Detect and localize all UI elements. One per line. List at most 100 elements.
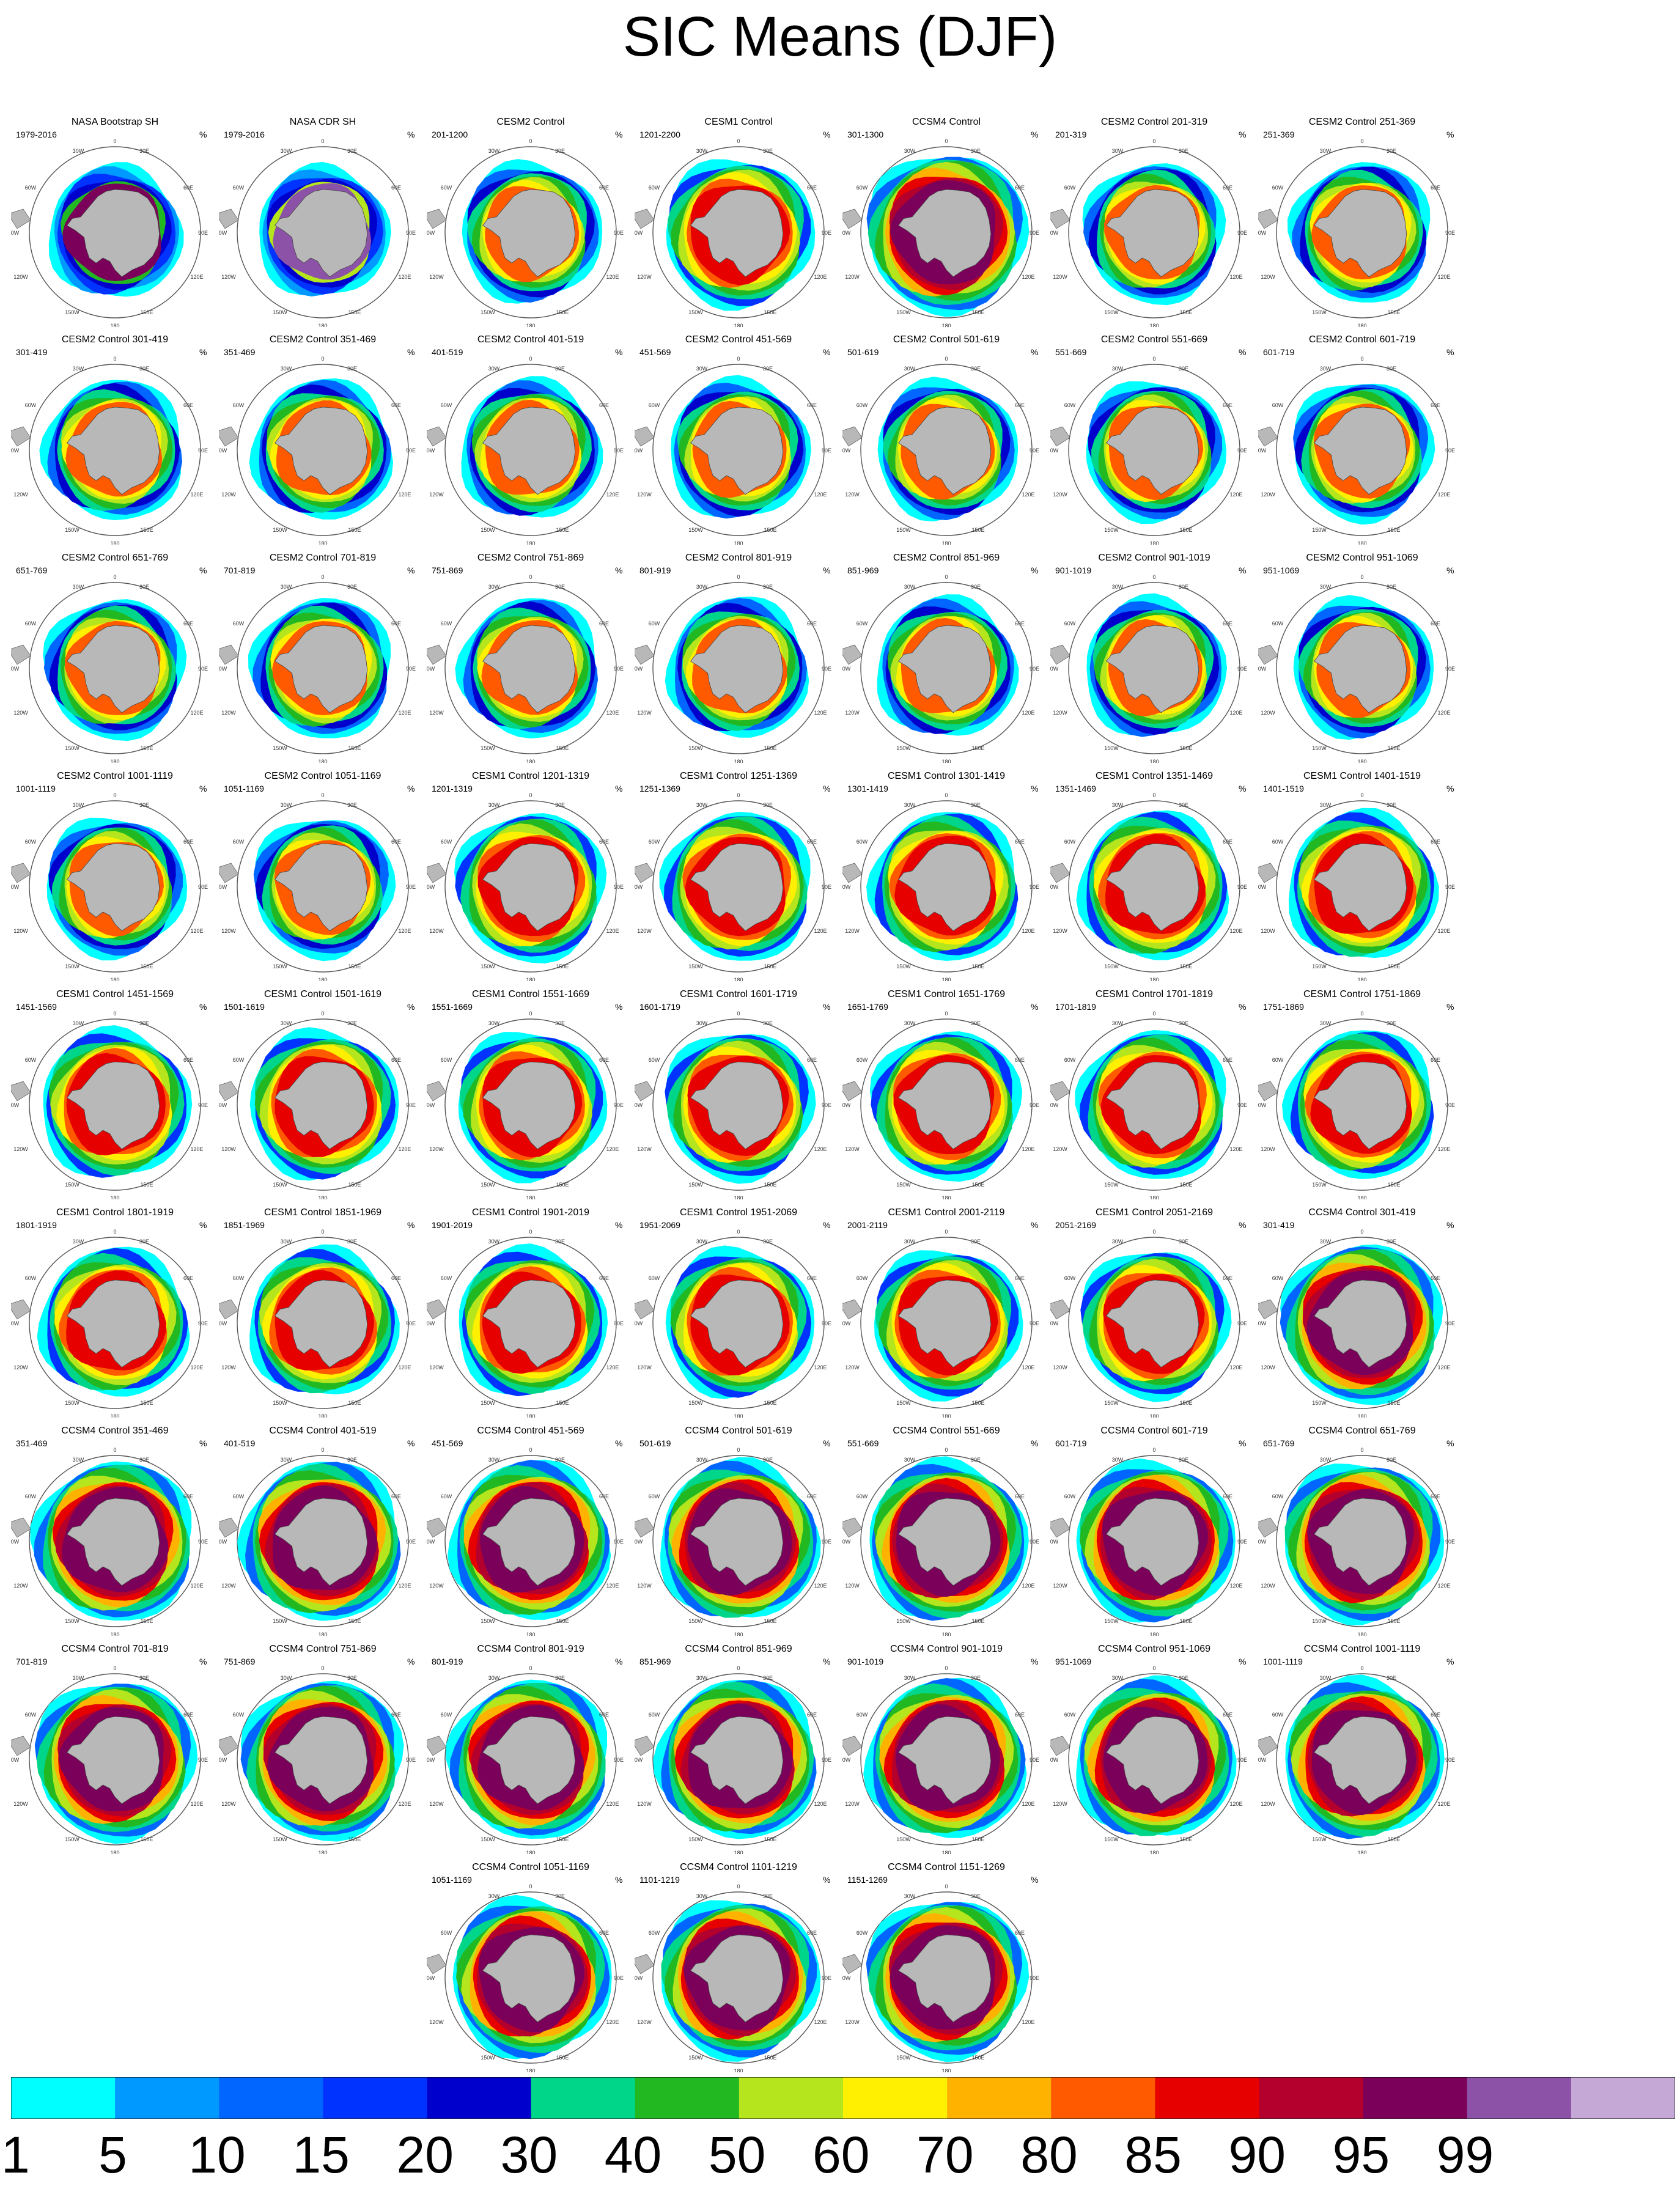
map-longitude-label: 90E [406,884,416,890]
polar-map: 0 180 90W 90E 30W 30E 60W 60E 120W 120E 150W 150E [1258,1229,1455,1418]
antarctica-landmass [898,1498,992,1586]
panel-title: CESM2 Control 301-419 [61,334,169,345]
polar-map: 0 180 90W 90E 30W 30E 60W 60E 120W 120E 150W 150E [635,574,831,763]
map-longitude-label: 60E [183,1493,193,1500]
map-longitude-label: 60W [1272,185,1284,191]
map-longitude-label: 60W [649,185,660,191]
colorbar-swatch [115,2077,219,2119]
map-longitude-label: 30E [763,1020,773,1026]
south-america-landmass [11,1735,31,1756]
map-longitude-label: 0 [113,356,116,362]
panel-year-range: 2001-2119 [847,1220,888,1230]
panel-year-range: 1301-1419 [847,784,888,793]
map-longitude-label: 30W [281,1020,292,1026]
map-longitude-label: 60E [1223,185,1232,191]
map-longitude-label: 150E [1179,1836,1192,1842]
map-longitude-label: 90W [427,1320,435,1327]
map-longitude-label: 60W [233,839,245,845]
map-panel: 0 180 90W 90E 30W 30E 60W 60E 120W 120E 150W 150E CE… [219,552,427,763]
map-longitude-label: 60E [1015,1057,1025,1063]
panel-unit: % [1446,1002,1454,1012]
map-longitude-label: 120W [429,1801,444,1807]
map-longitude-label: 180 [1149,323,1159,327]
south-america-landmass [219,1081,239,1102]
map-panel: 0 180 90W 90E 30W 30E 60W 60E 120W 120E 150W 150E CE… [427,770,635,981]
map-longitude-label: 30E [1179,1238,1188,1245]
map-longitude-label: 30E [1179,584,1188,590]
colorbar-swatch [739,2077,844,2119]
panel-title: CESM1 Control 2001-2119 [888,1207,1005,1218]
map-longitude-label: 60W [857,402,868,408]
map-longitude-label: 120W [429,1364,444,1371]
map-longitude-label: 150E [1387,963,1400,970]
south-america-landmass [219,863,239,883]
panel-unit: % [615,565,623,575]
map-longitude-label: 60W [649,1930,660,1936]
map-longitude-label: 30E [763,1675,773,1681]
panel-unit: % [199,1002,207,1012]
map-longitude-label: 180 [526,1850,535,1854]
south-america-landmass [842,1299,863,1320]
map-longitude-label: 120E [1437,1583,1450,1589]
map-longitude-label: 180 [110,759,119,763]
map-longitude-label: 90W [1050,230,1059,236]
panel-unit: % [199,565,207,575]
map-longitude-label: 150E [348,1836,361,1842]
map-longitude-label: 0 [1360,1229,1363,1235]
map-longitude-label: 120E [398,1583,411,1589]
map-panel: 0 180 90W 90E 30W 30E 60W 60E 120W 120E 150W 150E CC… [219,1425,427,1636]
map-longitude-label: 90W [842,666,851,672]
map-longitude-label: 0 [529,1010,532,1017]
map-longitude-label: 90W [219,1102,227,1108]
south-america-landmass [11,426,31,447]
map-longitude-label: 30E [763,148,773,154]
map-longitude-label: 180 [526,1632,535,1636]
map-longitude-label: 60W [233,1712,245,1718]
map-longitude-label: 60W [649,1493,660,1500]
map-longitude-label: 30E [1179,148,1188,154]
panel-title: CESM1 Control 1901-2019 [471,1207,590,1218]
map-longitude-label: 180 [1357,977,1366,981]
map-longitude-label: 60E [599,1275,609,1281]
map-longitude-label: 150W [481,527,495,533]
map-longitude-label: 60W [1272,1057,1284,1063]
panel-year-range: 651-769 [1263,1438,1295,1448]
map-longitude-label: 120E [1229,1801,1242,1807]
map-longitude-label: 90W [11,1757,20,1763]
map-longitude-label: 60E [1431,620,1440,627]
map-longitude-label: 90E [198,230,208,236]
colorbar-tick-label: 80 [1020,2126,1078,2184]
south-america-landmass [219,644,239,665]
panel-year-range: 1801-1919 [16,1220,57,1230]
map-longitude-label: 0 [529,1665,532,1671]
panel-year-range: 2051-2169 [1055,1220,1096,1230]
map-panel: 0 180 90W 90E 30W 30E 60W 60E 120W 120E 150W 150E CE… [635,552,842,763]
map-longitude-label: 30E [1387,1675,1396,1681]
map-longitude-label: 90W [1258,230,1267,236]
polar-map: 0 180 90W 90E 30W 30E 60W 60E 120W 120E 150W 150E [842,792,1039,981]
map-longitude-label: 180 [1149,1413,1159,1418]
map-longitude-label: 0 [737,1883,740,1890]
map-longitude-label: 90E [614,1539,624,1545]
map-longitude-label: 150E [764,1618,776,1624]
panel-unit: % [1031,347,1039,357]
map-longitude-label: 30W [904,802,916,808]
map-longitude-label: 120E [398,928,411,934]
south-america-landmass [219,1299,239,1320]
colorbar-swatch [219,2077,323,2119]
map-longitude-label: 30E [971,584,981,590]
map-longitude-label: 150E [1387,745,1400,751]
map-longitude-label: 0 [737,138,740,144]
map-longitude-label: 120W [1053,1801,1067,1807]
map-longitude-label: 60E [183,402,193,408]
south-america-landmass [427,863,447,883]
map-longitude-label: 30W [1112,1238,1124,1245]
map-longitude-label: 30E [139,1238,149,1245]
map-longitude-label: 150E [140,745,153,751]
map-longitude-label: 90E [1237,666,1247,672]
map-longitude-label: 30W [904,1457,916,1463]
map-longitude-label: 90W [842,447,851,454]
map-longitude-label: 150E [1179,1400,1192,1406]
map-longitude-label: 30W [73,1020,84,1026]
antarctica-landmass [690,625,784,713]
